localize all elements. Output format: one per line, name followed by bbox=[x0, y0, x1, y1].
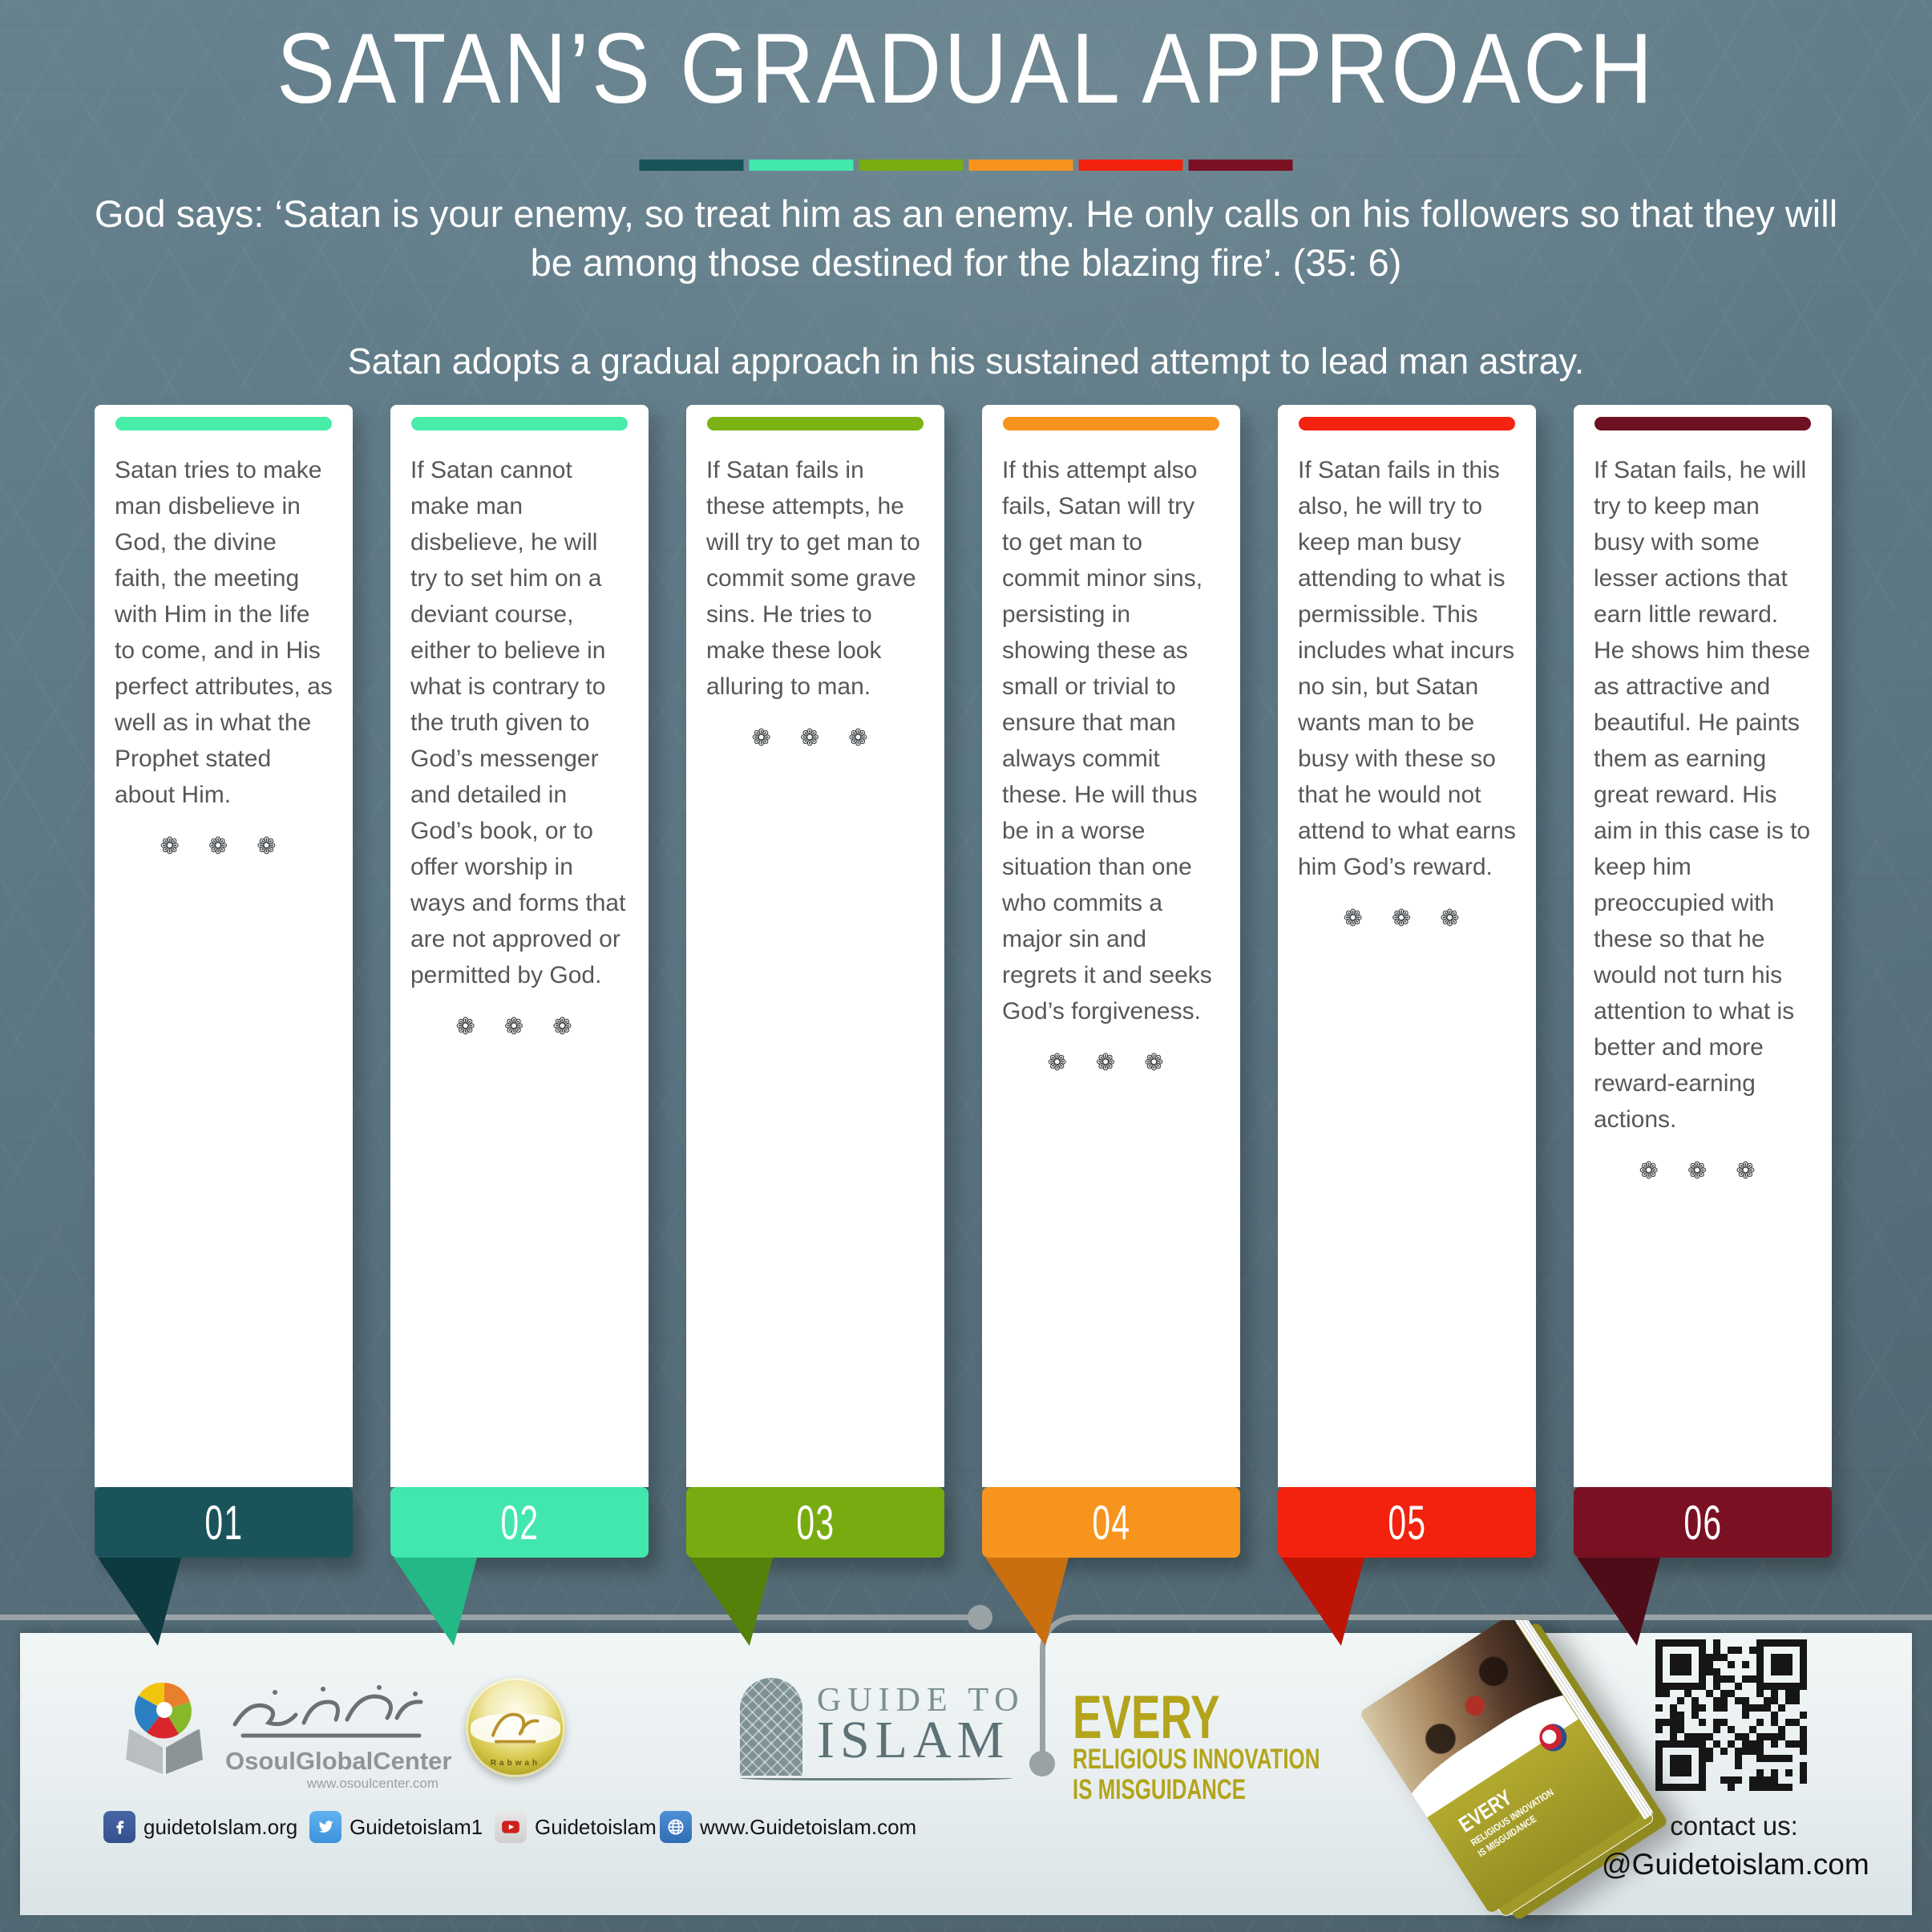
step-number-ribbon: 06 bbox=[1574, 1487, 1832, 1646]
ornament-divider: ❁ ❁ ❁ bbox=[751, 726, 879, 751]
ornament-divider: ❁ ❁ ❁ bbox=[160, 834, 288, 859]
intro-subtitle: Satan adopts a gradual approach in his s… bbox=[347, 341, 1585, 382]
step-column-5: If Satan fails in this also, he will try… bbox=[1278, 405, 1536, 1646]
step-number: 03 bbox=[795, 1495, 835, 1550]
guide-to-islam-arch-icon bbox=[740, 1678, 802, 1776]
rabwah-badge-band bbox=[471, 1713, 560, 1744]
step-card: Satan tries to make man disbelieve in Go… bbox=[95, 405, 353, 1487]
twitter-handle: Guidetoislam1 bbox=[350, 1814, 483, 1839]
campaign-line1: EVERY bbox=[1073, 1683, 1220, 1752]
contact-label: contact us: bbox=[1670, 1811, 1798, 1841]
step-text: If Satan cannot make man disbelieve, he … bbox=[410, 457, 626, 988]
facebook-icon bbox=[103, 1811, 135, 1843]
globe-icon bbox=[660, 1811, 692, 1843]
footer-panel: OsoulGlobalCenter www.osoulcenter.com Ra… bbox=[20, 1613, 1912, 1922]
step-text: If this attempt also fails, Satan will t… bbox=[1002, 457, 1212, 1025]
campaign-line2: RELIGIOUS INNOVATION bbox=[1073, 1744, 1320, 1775]
guide-to-islam-underline bbox=[740, 1778, 1012, 1780]
step-column-2: If Satan cannot make man disbelieve, he … bbox=[390, 405, 649, 1646]
rabwah-calligraphy-icon bbox=[491, 1712, 540, 1744]
step-card: If this attempt also fails, Satan will t… bbox=[982, 405, 1240, 1487]
footer-connector-line bbox=[1040, 1615, 1932, 1769]
card-accent-bar bbox=[115, 417, 332, 430]
step-number: 05 bbox=[1387, 1495, 1427, 1550]
timeline-dot bbox=[968, 1605, 992, 1630]
social-website[interactable]: www.Guidetoislam.com bbox=[660, 1809, 916, 1845]
step-card: If Satan fails, he will try to keep man … bbox=[1574, 405, 1832, 1487]
youtube-handle: Guidetoislam bbox=[535, 1814, 657, 1839]
title-color-strip bbox=[639, 160, 1293, 171]
card-accent-bar bbox=[1299, 417, 1515, 430]
step-number-ribbon: 02 bbox=[390, 1487, 649, 1646]
ornament-divider: ❁ ❁ ❁ bbox=[455, 1014, 584, 1040]
social-twitter[interactable]: Guidetoislam1 bbox=[309, 1809, 483, 1845]
card-accent-bar bbox=[1003, 417, 1219, 430]
osoul-global-center-logo bbox=[126, 1682, 203, 1774]
social-youtube[interactable]: Guidetoislam bbox=[495, 1809, 657, 1845]
step-number-ribbon: 04 bbox=[982, 1487, 1240, 1646]
rabwah-label: Rabwah bbox=[490, 1759, 541, 1768]
step-number-ribbon: 01 bbox=[95, 1487, 353, 1646]
osoul-url-text: www.osoulcenter.com bbox=[306, 1776, 439, 1791]
ornament-divider: ❁ ❁ ❁ bbox=[1639, 1158, 1767, 1184]
step-text: If Satan fails in these attempts, he wil… bbox=[706, 457, 920, 700]
card-accent-bar bbox=[1595, 417, 1811, 430]
step-card: If Satan fails in this also, he will try… bbox=[1278, 405, 1536, 1487]
website-url: www.Guidetoislam.com bbox=[700, 1814, 917, 1839]
card-accent-bar bbox=[411, 417, 628, 430]
facebook-handle: guidetoIslam.org bbox=[143, 1814, 298, 1839]
qr-code bbox=[1655, 1639, 1820, 1804]
step-text: If Satan fails in this also, he will try… bbox=[1298, 457, 1516, 880]
step-number-ribbon: 05 bbox=[1278, 1487, 1536, 1646]
youtube-icon bbox=[495, 1811, 527, 1843]
guide-to-islam-line2: ISLAM bbox=[817, 1711, 1010, 1769]
card-accent-bar bbox=[707, 417, 924, 430]
timeline-line bbox=[0, 1615, 980, 1620]
step-number: 01 bbox=[204, 1495, 244, 1550]
campaign-line3: IS MISGUIDANCE bbox=[1073, 1774, 1246, 1805]
steps-row: Satan tries to make man disbelieve in Go… bbox=[95, 405, 1832, 1646]
step-number: 02 bbox=[499, 1495, 540, 1550]
page-title: SATAN’S GRADUAL APPROACH bbox=[277, 14, 1655, 124]
contact-block: contact us: @Guidetoislam.com bbox=[1602, 1811, 1869, 1881]
osoul-brand-text: OsoulGlobalCenter bbox=[225, 1747, 452, 1775]
social-facebook[interactable]: guidetoIslam.org bbox=[103, 1809, 297, 1845]
step-card: If Satan fails in these attempts, he wil… bbox=[686, 405, 944, 1487]
contact-handle[interactable]: @Guidetoislam.com bbox=[1602, 1848, 1869, 1881]
step-number: 06 bbox=[1683, 1495, 1723, 1550]
step-column-4: If this attempt also fails, Satan will t… bbox=[982, 405, 1240, 1646]
step-text: Satan tries to make man disbelieve in Go… bbox=[115, 457, 333, 808]
ornament-divider: ❁ ❁ ❁ bbox=[1343, 906, 1471, 932]
ornament-divider: ❁ ❁ ❁ bbox=[1047, 1050, 1175, 1076]
quran-quote: God says: ‘Satan is your enemy, so treat… bbox=[94, 192, 1838, 285]
twitter-icon bbox=[309, 1811, 342, 1843]
step-number: 04 bbox=[1091, 1495, 1131, 1550]
step-text: If Satan fails, he will try to keep man … bbox=[1594, 457, 1811, 1133]
step-column-3: If Satan fails in these attempts, he wil… bbox=[686, 405, 944, 1646]
osoul-arabic-calligraphy-icon bbox=[232, 1685, 423, 1738]
step-column-6: If Satan fails, he will try to keep man … bbox=[1574, 405, 1832, 1646]
step-column-1: Satan tries to make man disbelieve in Go… bbox=[95, 405, 353, 1646]
rabwah-badge: Rabwah bbox=[466, 1678, 565, 1777]
step-number-ribbon: 03 bbox=[686, 1487, 944, 1646]
footer-connector-dot bbox=[1029, 1751, 1055, 1776]
step-card: If Satan cannot make man disbelieve, he … bbox=[390, 405, 649, 1487]
guide-to-islam-line1: GUIDE TO bbox=[817, 1682, 1025, 1719]
